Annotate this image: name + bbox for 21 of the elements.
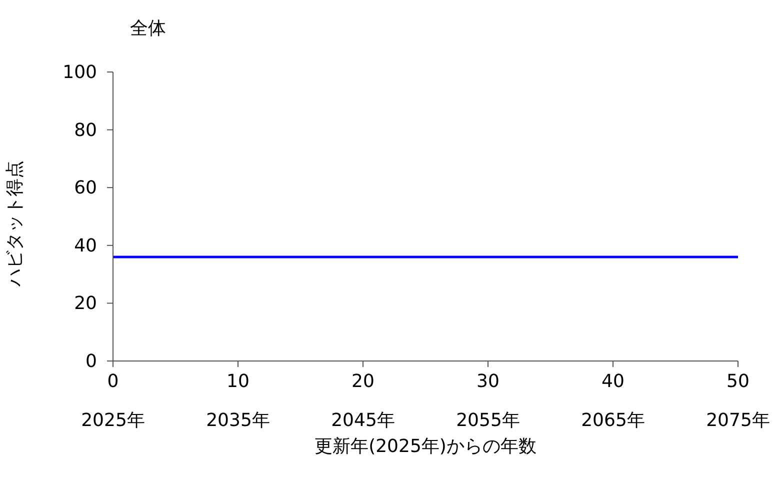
x-tick-label: 30: [476, 371, 500, 392]
x-tick-label: 40: [602, 371, 624, 392]
y-tick-label: 60: [74, 178, 97, 199]
y-tick-label: 40: [74, 235, 97, 256]
y-tick-label: 20: [74, 293, 97, 314]
y-tick-label: 80: [74, 120, 97, 141]
x2-tick-label: 2045年: [331, 410, 395, 431]
x-tick-label: 0: [107, 371, 119, 392]
x2-tick-label: 2075年: [706, 410, 770, 431]
x-tick-label: 10: [226, 371, 250, 392]
y-tick-label: 0: [86, 351, 97, 372]
y-tick-label: 100: [62, 62, 97, 83]
y-axis-title: ハビタット得点: [4, 160, 26, 288]
x2-tick-label: 2055年: [456, 410, 520, 431]
x-tick-label: 50: [726, 371, 750, 392]
x2-tick-label: 2025年: [81, 410, 145, 431]
x2-tick-label: 2065年: [581, 410, 645, 431]
x2-tick-label: 2035年: [206, 410, 270, 431]
chart-title: 全体: [130, 17, 166, 40]
x-axis-title: 更新年(2025年)からの年数: [314, 436, 536, 457]
x-tick-label: 20: [352, 371, 374, 392]
